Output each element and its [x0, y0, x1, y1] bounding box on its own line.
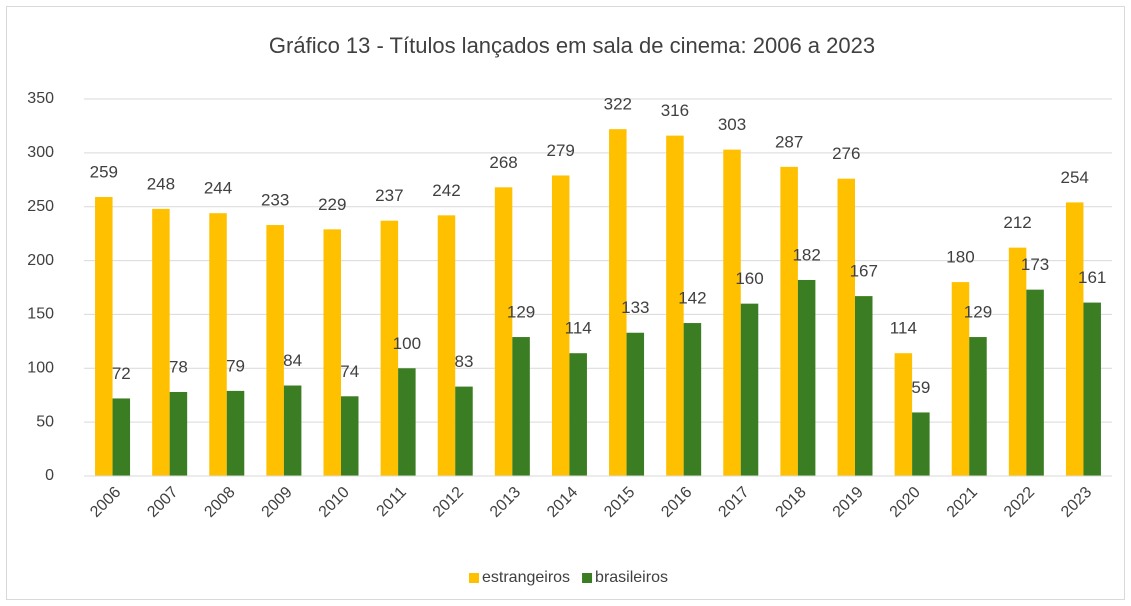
data-label: 173 — [1021, 255, 1049, 274]
y-tick-label: 100 — [27, 360, 54, 377]
bar — [266, 225, 284, 476]
data-label: 180 — [946, 248, 974, 267]
bar — [112, 398, 131, 476]
bar — [169, 391, 188, 476]
data-label: 322 — [604, 95, 632, 114]
data-label: 83 — [455, 352, 474, 371]
data-label: 316 — [661, 101, 689, 120]
data-label: 167 — [850, 262, 878, 281]
data-label: 79 — [226, 356, 245, 375]
data-label: 72 — [112, 364, 131, 383]
bar — [569, 353, 587, 476]
bar — [341, 396, 359, 476]
data-label: 248 — [147, 174, 175, 193]
data-label: 129 — [964, 303, 992, 322]
data-label: 114 — [565, 319, 592, 338]
bar — [283, 385, 302, 476]
bar — [1026, 289, 1044, 476]
chart-title: Gráfico 13 - Títulos lançados em sala de… — [269, 33, 875, 58]
data-label: 74 — [340, 362, 359, 381]
bar — [494, 187, 513, 476]
bar — [837, 178, 855, 477]
data-label: 259 — [90, 163, 118, 182]
legend-swatch — [469, 573, 479, 583]
y-tick-label: 250 — [27, 198, 54, 215]
data-label: 161 — [1078, 268, 1106, 287]
data-label: 133 — [621, 298, 649, 317]
bar — [780, 166, 798, 477]
bar — [894, 353, 913, 476]
bar — [1008, 247, 1027, 476]
y-tick-label: 200 — [27, 252, 54, 269]
bar — [323, 229, 341, 476]
data-label: 182 — [792, 245, 820, 264]
y-tick-label: 350 — [27, 90, 54, 107]
bar — [152, 208, 170, 476]
y-tick-label: 300 — [27, 144, 54, 161]
data-label: 100 — [393, 334, 421, 353]
bar — [226, 390, 245, 476]
bar — [1083, 302, 1101, 476]
bar — [437, 215, 456, 476]
legend-label: brasileiros — [595, 569, 668, 586]
bar — [95, 197, 113, 476]
data-label: 242 — [432, 181, 460, 200]
data-label: 244 — [204, 179, 232, 198]
bar — [683, 323, 702, 476]
data-label: 212 — [1003, 213, 1031, 232]
data-label: 233 — [261, 191, 289, 210]
data-label: 59 — [911, 378, 930, 397]
legend-swatch — [582, 573, 593, 583]
data-label: 129 — [507, 303, 535, 322]
bar — [740, 303, 759, 476]
data-label: 142 — [678, 289, 706, 308]
bar — [209, 213, 227, 477]
y-tick-label: 0 — [45, 467, 54, 484]
bar — [512, 337, 530, 476]
bar — [797, 279, 816, 476]
data-label: 237 — [375, 186, 403, 205]
y-tick-label: 150 — [27, 306, 54, 323]
data-label: 84 — [283, 351, 302, 370]
data-label: 276 — [832, 144, 860, 163]
data-label: 254 — [1061, 168, 1089, 187]
y-tick-label: 50 — [36, 413, 54, 430]
data-label: 160 — [735, 269, 763, 288]
bar — [1065, 202, 1084, 477]
bar — [398, 368, 416, 476]
bar — [969, 337, 987, 476]
data-label: 114 — [890, 319, 917, 338]
data-label: 229 — [318, 195, 346, 214]
bar — [626, 332, 645, 476]
data-label: 268 — [489, 153, 517, 172]
bar — [666, 135, 684, 476]
bar — [455, 386, 473, 476]
data-label: 78 — [169, 357, 188, 376]
legend-label: estrangeiros — [482, 569, 570, 586]
bar — [609, 129, 627, 476]
bar — [551, 175, 570, 476]
bar — [380, 220, 399, 476]
data-label: 279 — [547, 141, 575, 160]
bar — [855, 296, 873, 476]
data-label: 303 — [718, 115, 746, 134]
bar — [912, 412, 930, 476]
bar — [951, 282, 970, 476]
data-label: 287 — [775, 132, 803, 151]
bar — [723, 149, 741, 476]
